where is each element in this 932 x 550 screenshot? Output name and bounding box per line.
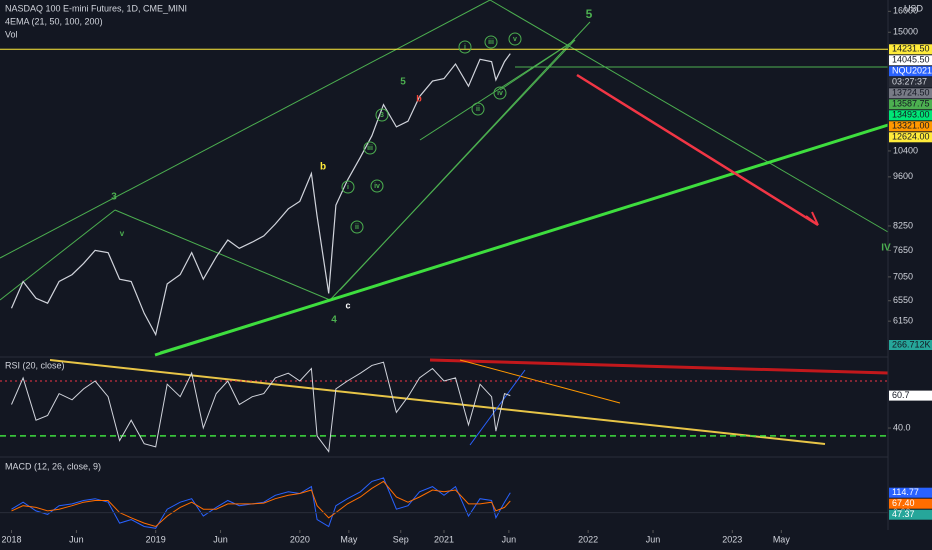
wave-label: ii <box>355 224 359 231</box>
price-line <box>10 53 511 337</box>
macd-title: MACD (12, 26, close, 9) <box>5 461 101 471</box>
x-tick-label: Jun <box>69 534 84 544</box>
indicator-label: Vol <box>5 29 18 39</box>
rsi-title: RSI (20, close) <box>5 360 65 370</box>
wave-circle <box>375 108 389 122</box>
macd-tag: 114.77 <box>892 487 919 497</box>
y-tick-label: 7050 <box>893 271 913 281</box>
macd-tag-box <box>889 487 932 498</box>
countdown-tag-box <box>889 77 932 88</box>
price-tag: 13493.00 <box>892 110 930 120</box>
price-tag-box <box>889 110 932 121</box>
wave-label: i <box>347 184 349 191</box>
price-tag: 13321.00 <box>892 121 930 131</box>
wave-label: iv <box>374 183 380 190</box>
x-tick-label: Jun <box>646 534 661 544</box>
y-tick-label: 6550 <box>893 295 913 305</box>
volume-tag: 266.712K <box>892 339 931 349</box>
y-tick-label: 7650 <box>893 245 913 255</box>
wave-label: b <box>320 162 326 173</box>
x-tick-label: May <box>340 534 358 544</box>
price-tag: 13587.75 <box>892 99 930 109</box>
price-tag-box <box>889 44 932 55</box>
wave-label: v <box>513 36 517 43</box>
y-tick-label: 8250 <box>893 220 913 230</box>
wave-label: 4 <box>331 315 337 326</box>
price-tag: 13724.50 <box>892 88 930 98</box>
wave-circle <box>471 102 485 116</box>
series-name-tag: NQU2021 <box>892 66 932 76</box>
wave-label: iv <box>497 90 503 97</box>
wave-label: iii <box>488 39 494 46</box>
x-tick-label: 2019 <box>146 534 166 544</box>
wave-label: ii <box>476 106 480 113</box>
wave-label: b <box>416 93 422 103</box>
macd-tag-box <box>889 509 932 520</box>
wave-label: 3 <box>111 192 117 203</box>
x-tick-label: May <box>773 534 791 544</box>
rsi-tick-label: 40.0 <box>893 422 911 432</box>
x-tick-label: 2022 <box>578 534 598 544</box>
macd-line <box>11 480 511 528</box>
price-tag-box <box>889 55 932 66</box>
macd-tag-box <box>889 498 932 509</box>
indicator-label: 4EMA (21, 50, 100, 200) <box>5 16 103 26</box>
x-tick-label: 2020 <box>290 534 310 544</box>
x-tick-label: 2018 <box>2 534 22 544</box>
y-tick-label: 16000 <box>893 6 918 16</box>
rsi-tag: 60.7 <box>892 390 910 400</box>
x-tick-label: Sep <box>393 534 409 544</box>
wave-circle <box>484 35 498 49</box>
chart-title: NASDAQ 100 E-mini Futures, 1D, CME_MINI <box>5 3 187 13</box>
price-tag-box <box>889 99 932 110</box>
wave-circle <box>341 180 355 194</box>
y-tick-label: 9600 <box>893 171 913 181</box>
rsi-tag-box <box>889 390 932 401</box>
price-tag: 14231.50 <box>892 44 930 54</box>
wave-label: v <box>120 229 125 238</box>
rsi-line <box>11 361 511 453</box>
price-tag: 12624.00 <box>892 132 930 142</box>
wave-label: iii <box>367 145 373 152</box>
y-tick-label: 15000 <box>893 27 918 37</box>
volume-tag-box <box>889 340 932 350</box>
x-tick-label: Jun <box>502 534 517 544</box>
price-tag: 14045.50 <box>892 55 930 65</box>
y-tick-label: 6150 <box>893 316 913 326</box>
wave-label: 5 <box>400 77 406 88</box>
x-tick-label: 2023 <box>722 534 742 544</box>
countdown-tag: 03:27:37 <box>892 77 927 87</box>
wave-label: i <box>464 44 466 51</box>
wave-label: 3 <box>380 112 384 119</box>
x-tick-label: 2021 <box>434 534 454 544</box>
wave-circle <box>363 141 377 155</box>
price-tag-box <box>889 132 932 143</box>
wave-label: c <box>345 300 350 310</box>
y-tick-label: 10400 <box>893 145 918 155</box>
macd-tag: 67.40 <box>892 498 915 508</box>
wave-circle <box>493 86 507 100</box>
wave-label: IV <box>881 243 891 254</box>
price-tag-box <box>889 121 932 132</box>
macd-line <box>11 477 511 529</box>
x-tick-label: Jun <box>213 534 228 544</box>
wave-circle <box>508 32 522 46</box>
wave-circle <box>350 220 364 234</box>
macd-tag: 47.37 <box>892 509 915 519</box>
wave-label: 5 <box>586 7 593 21</box>
drawings <box>0 0 889 530</box>
wave-circle <box>370 179 384 193</box>
wave-circle <box>458 40 472 54</box>
series-name-tag-box <box>889 66 932 77</box>
currency-label: USD <box>904 3 924 13</box>
price-tag-box <box>889 88 932 99</box>
